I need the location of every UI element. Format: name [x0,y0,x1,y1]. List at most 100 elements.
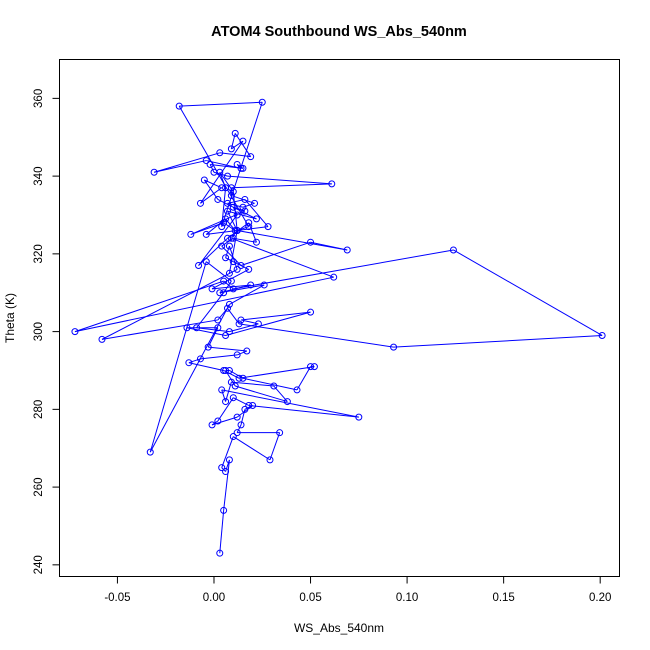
series-segment [209,164,215,173]
data-point [307,238,315,246]
data-point [216,168,224,176]
series-segment [233,436,271,461]
data-point [214,417,222,425]
data-point [216,289,224,297]
y-tick-label: 240 [33,555,45,574]
series-layer [71,98,606,557]
data-point [196,355,204,363]
series-segment [179,101,263,107]
data-point [233,211,241,219]
data-point [214,195,222,203]
y-tick-label: 280 [33,400,45,419]
series-segment [310,241,348,251]
data-point [225,242,233,250]
data-point [222,366,230,374]
data-point [220,289,228,297]
series-segment [229,370,244,379]
data-point [227,234,235,242]
data-point [196,199,204,207]
series-segment [233,249,454,290]
data-point [204,343,212,351]
series-segment [219,171,234,192]
data-point [239,137,247,145]
data-point [245,223,253,231]
series-segment [196,292,225,329]
data-point [355,413,363,421]
data-point [208,285,216,293]
data-point [241,207,249,215]
series-segment [237,230,348,251]
data-point [237,164,245,172]
data-point [239,374,247,382]
data-point [227,145,235,153]
series-segment [221,436,234,468]
y-tick-label: 300 [33,322,45,341]
series-segment [242,377,298,391]
series-segment [225,311,311,336]
series-segment [219,510,225,554]
data-point [224,234,231,242]
series-segment [101,319,218,340]
data-point [239,164,247,172]
series-segment [225,218,236,231]
series-segment [207,327,219,348]
data-point [222,215,230,223]
y-axis: 240 260 280 300 320 340 360 [33,89,60,574]
data-point [239,203,247,211]
series-segment [225,459,230,472]
series-segment [223,222,236,231]
series-segment [240,241,311,266]
series-segment [198,214,238,266]
series-segment [221,237,234,247]
data-point [202,157,210,165]
data-point [208,421,216,429]
data-point [229,258,237,266]
x-tick-label: 0.10 [396,592,418,604]
data-point [218,464,226,472]
data-point [216,549,224,557]
series-segment [217,307,228,321]
data-point [187,230,195,238]
data-point [222,254,230,262]
x-axis-label: WS_Abs_540nm [294,621,384,635]
data-point [237,421,245,429]
x-tick-label: 0.15 [492,592,514,604]
data-point [328,180,336,188]
data-point [224,172,231,180]
data-point [276,429,284,437]
data-point [598,331,606,339]
data-point [283,398,291,406]
data-point [150,168,158,176]
data-point [251,199,259,207]
data-point [231,382,239,390]
series-segment [231,195,255,204]
data-point [233,265,241,273]
x-tick-label: 0.20 [589,592,611,604]
data-point [449,246,457,254]
series-segment [149,261,207,453]
series-segment [74,276,334,333]
series-segment [203,179,219,200]
data-point [229,188,237,196]
series-segment [219,152,251,158]
data-point [229,203,237,211]
series-segment [269,432,281,461]
series-segment [453,249,603,336]
series-segment [223,459,230,511]
series-segment [235,385,288,403]
series-segment [227,175,332,185]
data-point [227,277,235,285]
data-point [241,405,249,413]
data-point [193,324,201,332]
data-point [235,320,243,328]
data-point [307,308,315,316]
series-segment [393,334,603,348]
series-segment [153,152,220,173]
data-point [252,238,260,246]
data-point [245,219,253,227]
data-point [390,343,398,351]
y-tick-label: 360 [33,89,45,108]
series-segment [200,354,238,360]
series-segment [196,327,230,333]
data-point [310,363,318,371]
